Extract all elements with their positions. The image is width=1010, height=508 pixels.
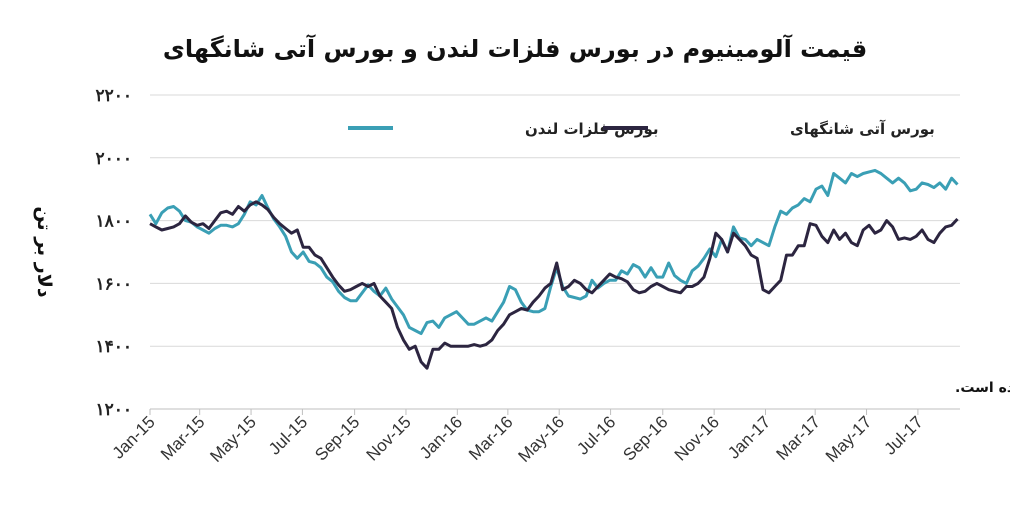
chart-title: قیمت آلومینیوم در بورس فلزات لندن و بورس… <box>163 34 867 63</box>
legend-label-lme: بورس فلزات لندن <box>525 120 659 138</box>
chart-note: *قیمت‌های شانگهای بدون مالیات بر ارزش اف… <box>955 379 1010 396</box>
series-line-shfe <box>149 200 959 370</box>
legend: بورس فلزات لندن بورس آتی شانگهای <box>348 120 935 138</box>
y-tick-label: ۱۲۰۰ <box>95 400 132 420</box>
series-line-lme <box>148 168 959 336</box>
y-axis-label: دلار بر تن <box>33 206 55 298</box>
x-tick-label: Jul-16 <box>573 412 619 458</box>
y-tick-label: ۱۴۰۰ <box>95 337 132 357</box>
x-tick-label: Sep-16 <box>619 412 671 464</box>
y-axis-ticks: ۱۲۰۰ ۱۴۰۰ ۱۶۰۰ ۱۸۰۰ ۲۰۰۰ ۲۲۰۰ <box>95 86 132 420</box>
y-tick-label: ۱۸۰۰ <box>95 212 132 232</box>
y-tick-label: ۱۶۰۰ <box>95 274 132 294</box>
y-tick-label: ۲۲۰۰ <box>95 86 132 106</box>
x-tick-label: Mar-15 <box>157 412 209 464</box>
x-tick-label: Mar-17 <box>772 412 824 464</box>
x-tick-label: Jul-15 <box>265 412 311 458</box>
x-tick-label: Mar-16 <box>465 412 517 464</box>
grid-lines <box>150 94 960 347</box>
x-tick-label: Jan-16 <box>416 412 466 462</box>
x-tick-label: Jan-17 <box>724 412 774 462</box>
x-tick-label: Jul-17 <box>881 412 927 458</box>
y-tick-label: ۲۰۰۰ <box>95 149 132 169</box>
x-tick-label: Sep-15 <box>311 412 363 464</box>
x-tick-label: Nov-15 <box>363 412 415 464</box>
x-tick-label: May-15 <box>206 412 260 466</box>
series-lines <box>148 168 959 370</box>
x-tick-label: May-16 <box>515 412 569 466</box>
x-tick-label: May-17 <box>822 412 876 466</box>
x-tick-label: Nov-16 <box>671 412 723 464</box>
legend-label-shfe: بورس آتی شانگهای <box>790 120 935 138</box>
